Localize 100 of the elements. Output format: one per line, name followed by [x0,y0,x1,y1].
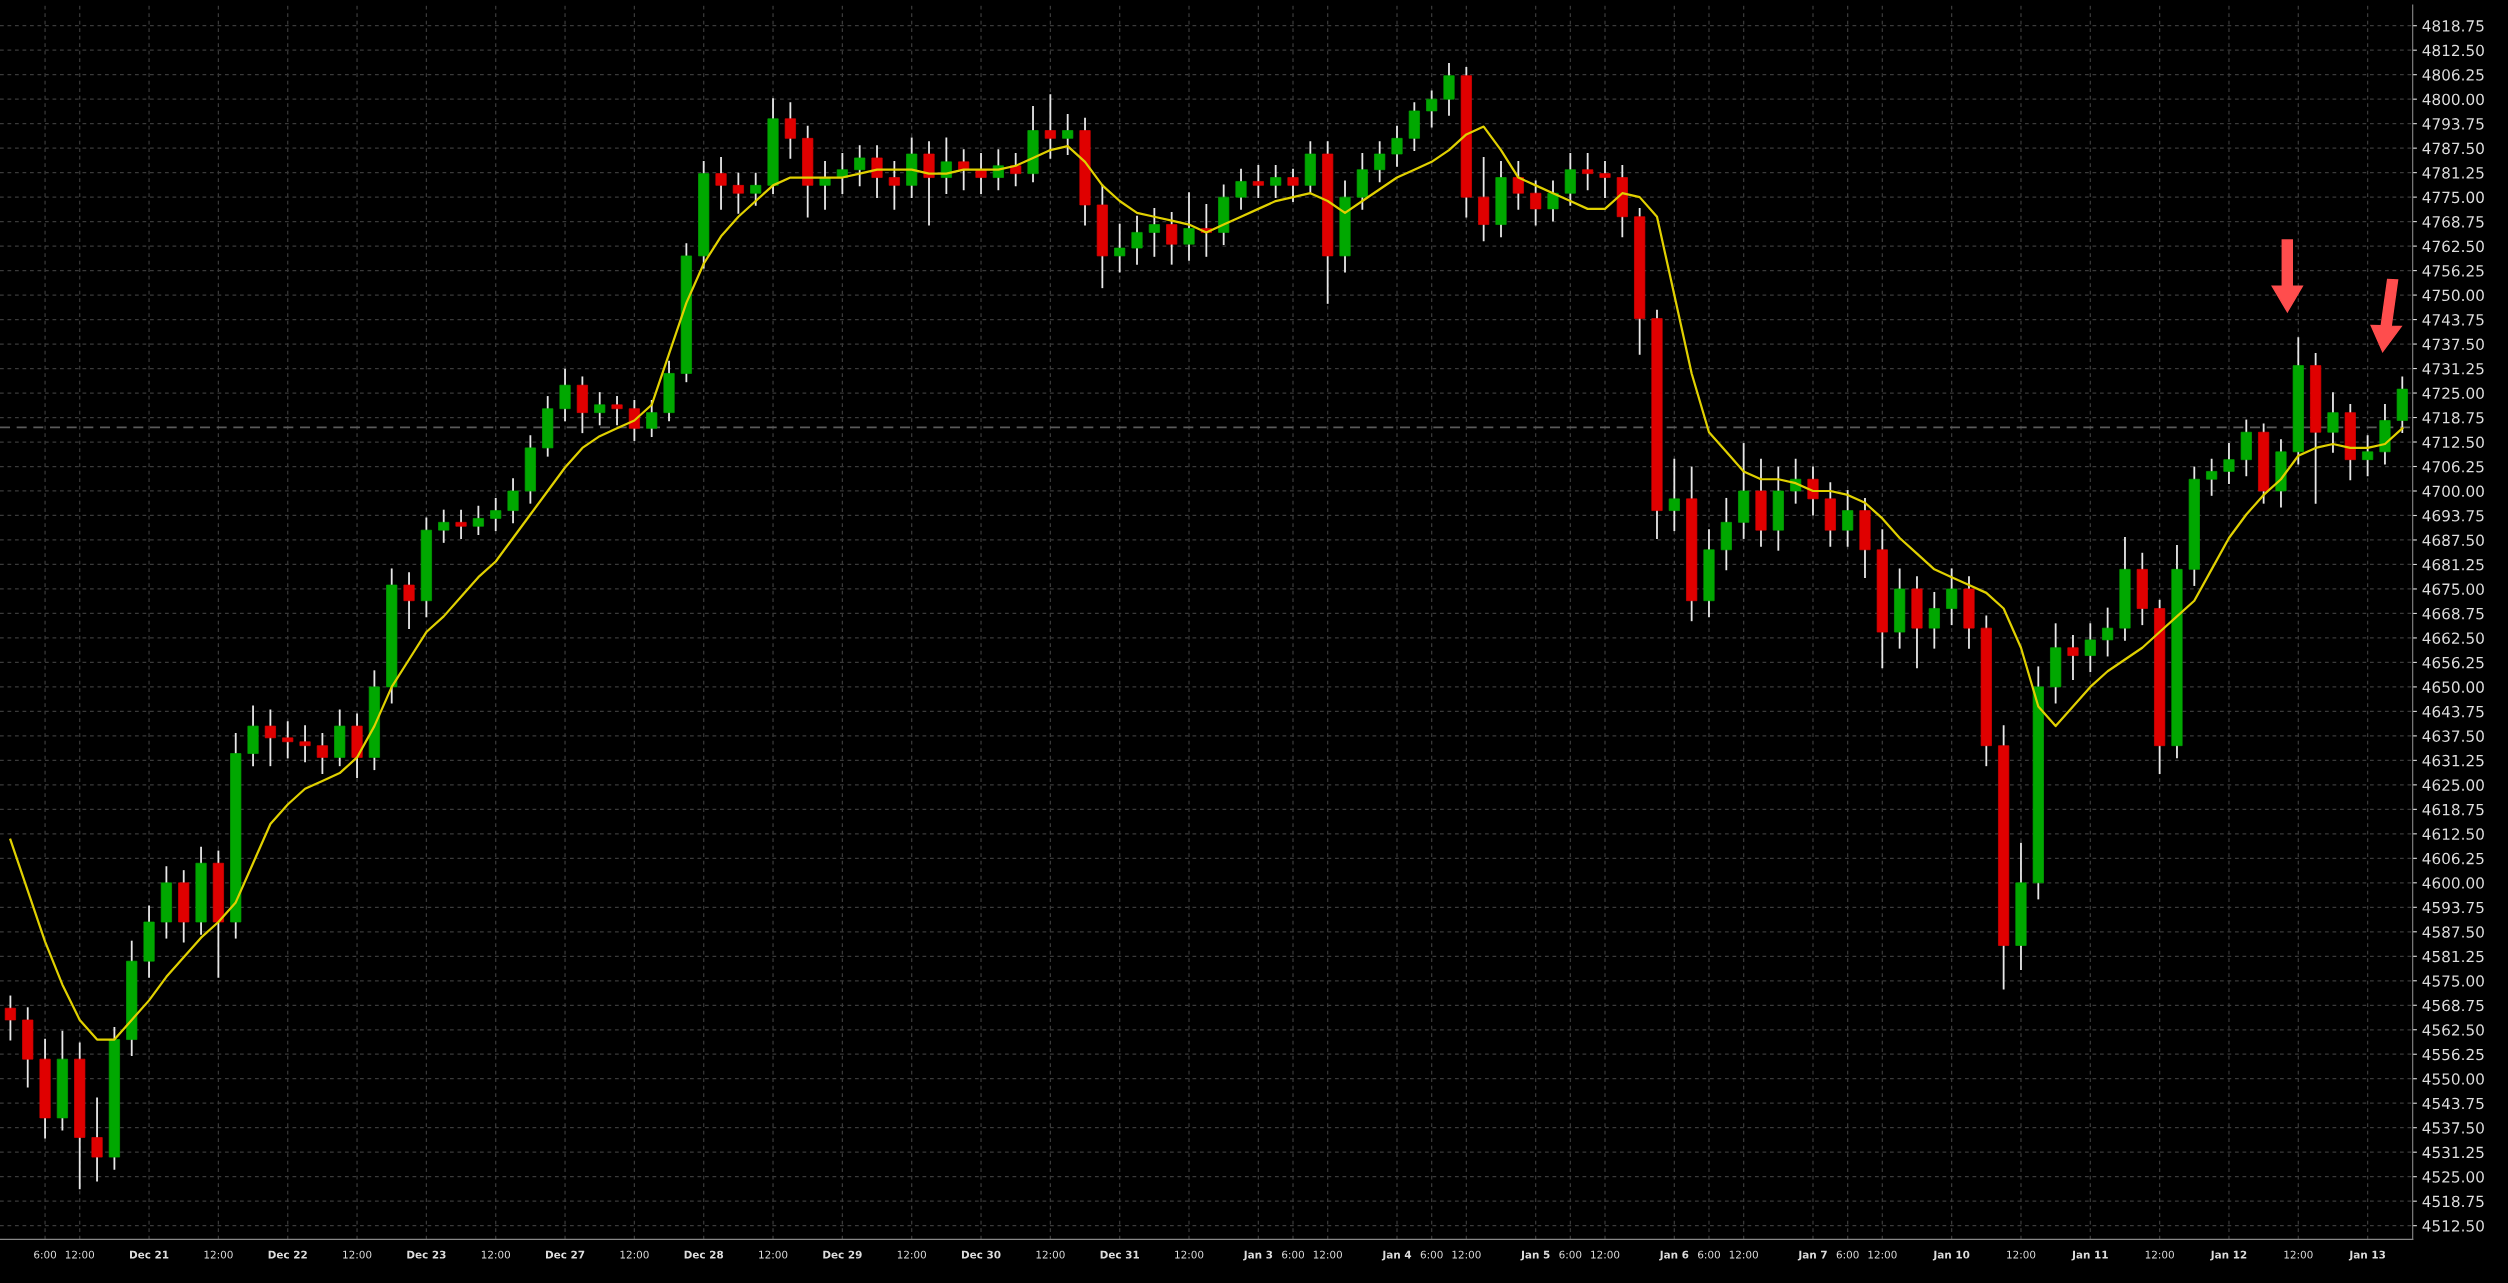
candlestick [750,172,762,206]
y-tick-label: 4643.75 [2422,705,2484,718]
candlestick [264,709,276,767]
y-tick-label: 4775.00 [2422,191,2484,204]
candlestick [715,157,727,210]
y-tick-label: 4812.50 [2422,44,2484,57]
candlestick [1114,223,1126,273]
x-tick-label: Jan 12 [2210,1250,2247,1261]
y-tick-label: 4612.50 [2422,828,2484,840]
x-tick-label: 12:00 [1729,1250,1758,1259]
y-tick-label: 4743.75 [2422,314,2484,326]
candlestick [1131,215,1143,265]
x-tick-label: 6:00 [1836,1250,1859,1259]
x-tick-label: 12:00 [481,1250,511,1259]
candlestick [888,160,900,210]
candlestick [1270,164,1282,199]
x-tick-label: 12:00 [1313,1250,1342,1259]
candlestick [1668,458,1680,532]
x-tick-label: Dec 21 [130,1250,169,1259]
x-tick-label: Jan 6 [1659,1250,1689,1261]
candlestick [854,145,866,187]
candlestick [1010,153,1022,187]
candlestick [2102,607,2114,657]
y-tick-label: 4581.25 [2422,950,2484,963]
y-tick-label: 4818.75 [2422,20,2484,32]
y-tick-label: 4650.00 [2422,681,2484,693]
y-tick-label: 4537.50 [2422,1122,2484,1134]
x-tick-label: 6:00 [34,1250,57,1259]
x-tick-label: Dec 31 [1100,1250,1139,1259]
x-tick-label: Jan 13 [2348,1250,2386,1261]
candlestick [2206,458,2218,496]
x-tick-label: 12:00 [2007,1250,2036,1259]
y-tick-label: 4731.25 [2422,363,2484,375]
x-tick-label: 12:00 [759,1250,788,1259]
x-tick-label: 12:00 [1452,1250,1481,1259]
candlestick [871,145,883,199]
candlestick [1443,63,1455,116]
y-tick-label: 4600.00 [2422,877,2484,889]
y-tick-label: 4525.00 [2422,1171,2484,1183]
candlestick [2362,435,2374,477]
x-tick-label: Jan 7 [1797,1250,1827,1261]
candlestick [2327,392,2339,453]
candlestick [1547,180,1559,222]
candlestick [282,721,294,759]
candlestick [1426,90,1438,128]
candlestick [490,497,502,532]
y-tick-label: 4587.50 [2422,926,2484,938]
candlestick [646,399,658,438]
x-tick-label: 12:00 [2145,1250,2174,1259]
candlestick [438,509,450,543]
y-tick-label: 4606.25 [2422,852,2484,865]
candlestick [1512,160,1524,210]
x-tick-label: 12:00 [204,1250,233,1259]
candlestick [1166,211,1178,265]
x-tick-label: 12:00 [2284,1250,2313,1259]
x-tick-label: Jan 11 [2071,1250,2108,1261]
y-tick-label: 4543.75 [2422,1097,2484,1110]
candlestick [1183,192,1195,261]
candlestick [1807,466,1819,516]
y-tick-label: 4781.25 [2422,167,2484,179]
x-tick-label: Dec 22 [268,1250,307,1259]
candlestick [1062,113,1074,155]
y-tick-label: 4556.25 [2422,1048,2484,1061]
y-tick-label: 4687.50 [2422,534,2484,546]
candlestick [611,396,623,426]
candlestick [507,478,519,524]
y-tick-label: 4656.25 [2422,656,2484,669]
y-tick-label: 4568.75 [2422,999,2484,1012]
x-tick-label: Dec 27 [545,1250,585,1259]
x-tick-label: Jan 5 [1520,1250,1550,1261]
x-tick-label: 6:00 [1420,1250,1443,1259]
x-tick-label: Jan 10 [1932,1250,1970,1261]
x-tick-label: Dec 23 [407,1250,446,1259]
x-tick-label: 6:00 [1282,1250,1305,1259]
y-tick-label: 4762.50 [2422,240,2484,253]
y-tick-label: 4637.50 [2422,730,2484,742]
candlestick [1530,180,1542,226]
x-tick-label: Jan 4 [1381,1250,1412,1261]
y-tick-label: 4668.75 [2422,607,2484,620]
candlestick [784,102,796,159]
x-tick-label: 6:00 [1698,1250,1720,1259]
y-tick-label: 4512.50 [2422,1220,2484,1232]
candlestick [2084,623,2096,673]
candlestick [1946,568,1958,626]
candlestick [1928,591,1940,649]
y-tick-label: 4700.00 [2422,485,2484,498]
y-tick-label: 4550.00 [2422,1073,2484,1085]
candlestick [1599,160,1611,199]
candlestick [1842,490,1854,547]
candlestick [472,505,484,535]
x-tick-label: Dec 29 [823,1250,862,1259]
candlestick [732,172,744,214]
candlestick [2223,443,2235,485]
y-tick-label: 4750.00 [2422,289,2484,302]
y-tick-label: 4768.75 [2422,216,2484,228]
y-tick-label: 4718.75 [2422,411,2484,424]
y-tick-label: 4618.75 [2422,803,2484,816]
candlestick [316,733,328,775]
candlestick [594,392,606,426]
y-tick-label: 4712.50 [2422,436,2484,449]
